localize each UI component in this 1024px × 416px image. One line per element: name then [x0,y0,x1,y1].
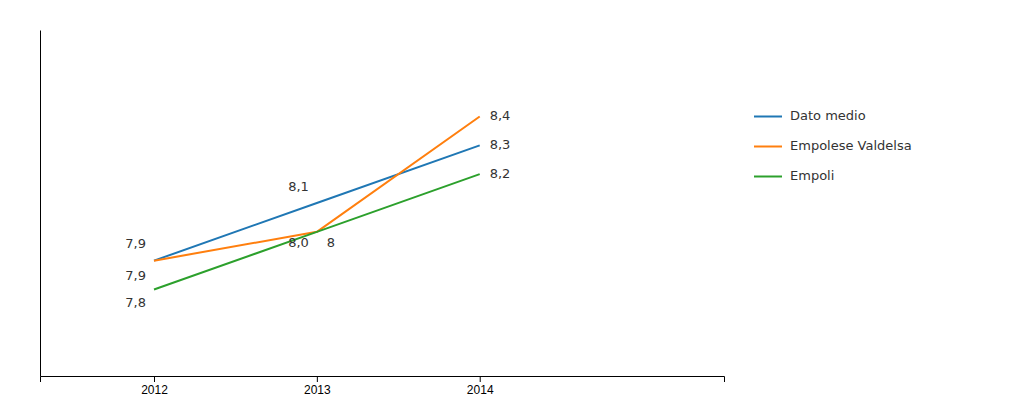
data-label: 7,9 [125,268,146,283]
x-tick-label: 2014 [467,383,494,397]
legend-item: Empolese Valdelsa [754,138,912,153]
series-line [154,174,480,289]
x-axis: 2012 2013 2014 [41,376,725,397]
data-label: 8 [327,235,335,250]
x-tick-label: 2012 [141,383,168,397]
data-label: 8,4 [490,108,511,123]
legend-swatch [754,176,782,178]
legend-swatch [754,116,782,118]
data-label: 8,2 [490,166,511,181]
legend-label: Empolese Valdelsa [790,138,912,153]
data-label: 7,9 [125,236,146,251]
x-tick: 2012 [141,376,168,397]
data-label: 8,0 [288,235,309,250]
data-label: 7,8 [125,295,146,310]
x-tick-label: 2013 [304,383,331,397]
legend-item: Empoli [754,168,834,183]
y-axis-line [40,31,41,377]
series-line [154,145,480,260]
legend-item: Dato medio [754,108,866,123]
lines [154,117,480,290]
x-tick: 2013 [304,376,331,397]
legend-label: Empoli [790,168,834,183]
x-axis-line [41,377,725,383]
plot: 2012 2013 2014 7,9 8,1 8,3 7,9 8,0 8,4 7,8 8 8,2 [41,31,725,397]
x-tick-mark [154,376,155,382]
legend-label: Dato medio [790,108,866,123]
data-label: 8,3 [490,137,511,152]
y-axis [40,31,41,377]
legend: Dato medio Empolese Valdelsa Empoli [754,108,912,183]
data-labels: 7,9 8,1 8,3 7,9 8,0 8,4 7,8 8 8,2 [125,108,510,310]
series-line [154,117,480,261]
chart: 2012 2013 2014 7,9 8,1 8,3 7,9 8,0 8,4 7,8 8 8,2 Dat… [0,0,1024,416]
data-label: 8,1 [288,179,309,194]
legend-swatch [754,146,782,148]
x-tick-mark [317,376,318,382]
x-tick: 2014 [467,376,494,397]
x-tick-mark [480,376,481,382]
